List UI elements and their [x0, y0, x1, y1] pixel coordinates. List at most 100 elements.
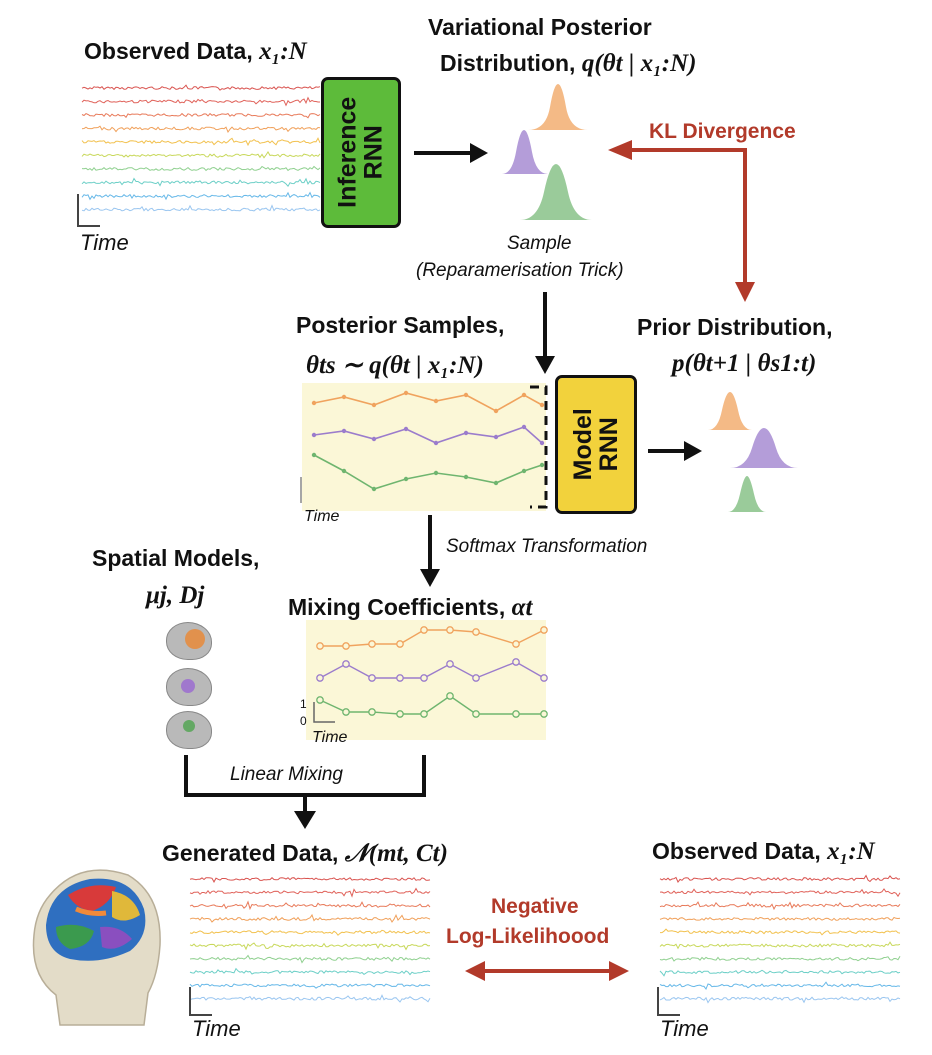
- mixing-point: [446, 626, 454, 634]
- posterior-sample-point: [521, 424, 527, 430]
- prior-distributions: [708, 392, 798, 512]
- mixing-line: [319, 695, 544, 715]
- sample-label: Sample: [507, 233, 572, 254]
- trace-line: [659, 996, 901, 1004]
- kl-divergence-label: KL Divergence: [649, 120, 796, 143]
- model-rnn-label: Model RNN: [568, 408, 623, 481]
- posterior-sample-point: [341, 394, 347, 400]
- posterior-sample-point: [311, 452, 317, 458]
- time-axis-corner-generated: [189, 987, 212, 1016]
- mixing-point: [420, 626, 428, 634]
- posterior-samples-panel: [302, 383, 546, 511]
- nll-label-line2: Log-Likelihoood: [446, 925, 610, 948]
- mixing-point: [342, 660, 350, 668]
- trace-line: [81, 96, 320, 107]
- inference-rnn-label: Inference RNN: [333, 96, 389, 209]
- mixing-coefficients-title: Mixing Coefficients, αt: [288, 594, 533, 621]
- posterior-sample-point: [403, 390, 409, 396]
- nll-double-arrow: [465, 961, 629, 981]
- mixing-point: [316, 696, 324, 704]
- posterior-sample-line: [313, 426, 543, 444]
- posterior-sample-point: [371, 436, 377, 442]
- mixing-point: [472, 674, 480, 682]
- posterior-sample-point: [463, 430, 469, 436]
- trace-line: [81, 112, 321, 119]
- mixing-point: [368, 708, 376, 716]
- posterior-sample-point: [521, 468, 527, 474]
- mixing-point: [342, 708, 350, 716]
- reparam-trick-label: (Reparamerisation Trick): [416, 260, 624, 281]
- mixing-point: [396, 710, 404, 718]
- posterior-sample-point: [403, 426, 409, 432]
- arrow-softmax-down: [420, 515, 440, 587]
- linear-mixing-bracket: [184, 755, 426, 829]
- mixing-point: [512, 710, 520, 718]
- nll-label-line1: Negative: [491, 895, 579, 918]
- time-label-bottom: Time: [660, 1016, 709, 1041]
- arrow-model-to-prior: [648, 441, 702, 461]
- mixing-point: [446, 660, 454, 668]
- variational-posterior-title-line2: Distribution, q(θt | x₁:N): [440, 50, 697, 77]
- trace-line: [189, 994, 431, 1003]
- trace-line: [659, 888, 901, 898]
- inference-rnn-box: Inference RNN: [321, 77, 401, 228]
- trace-line: [659, 874, 901, 883]
- mixing-point: [472, 628, 480, 636]
- brain-map-green: [166, 711, 212, 749]
- prior-distribution-title: Prior Distribution,: [637, 314, 833, 340]
- mixing-point: [316, 642, 324, 650]
- variational-posterior-title: Variational Posterior: [428, 14, 652, 40]
- linear-mixing-label: Linear Mixing: [230, 764, 343, 785]
- time-axis-corner-mixing: [313, 702, 335, 723]
- mixing-point: [316, 674, 324, 682]
- posterior-sample-point: [493, 408, 499, 414]
- trace-line: [81, 177, 321, 188]
- model-rnn-box: Model RNN: [555, 375, 637, 514]
- trace-line: [81, 125, 321, 134]
- mixing-line: [319, 661, 545, 679]
- observed-data-traces-bottom: [659, 874, 901, 1004]
- generated-data-symbol: 𝒩(mt, Ct): [344, 840, 448, 867]
- observed-data-traces-top: [81, 84, 321, 212]
- posterior-samples-symbol: θts ∼ q(θt | x₁:N): [306, 352, 484, 379]
- posterior-sample-point: [539, 440, 545, 446]
- posterior-sample-point: [403, 476, 409, 482]
- posterior-sample-point: [521, 392, 527, 398]
- observed-data-title-bottom: Observed Data, x₁:N: [652, 838, 875, 865]
- posterior-samples-plot: [311, 390, 545, 492]
- generated-data-traces: [189, 877, 431, 1003]
- posterior-sample-point: [493, 480, 499, 486]
- posterior-distributions: [502, 84, 592, 220]
- posterior-sample-point: [493, 434, 499, 440]
- trace-line: [659, 941, 901, 950]
- spatial-models-symbol: μj, Dj: [146, 582, 205, 609]
- observed-data-symbol-top: x₁:N: [259, 38, 307, 65]
- mixing-point: [420, 710, 428, 718]
- trace-line: [81, 191, 321, 201]
- mixing-point: [396, 674, 404, 682]
- mixing-coefficients-plot: [316, 626, 548, 718]
- prior-dist-green: [728, 476, 766, 512]
- trace-line: [81, 204, 321, 212]
- posterior-sample-line: [313, 392, 543, 412]
- trace-line: [189, 967, 431, 976]
- mixing-point: [512, 658, 520, 666]
- posterior-sample-point: [371, 402, 377, 408]
- trace-line: [659, 981, 901, 991]
- variational-posterior-symbol: q(θt | x₁:N): [581, 50, 697, 77]
- trace-line: [81, 165, 321, 172]
- time-label-posterior: Time: [304, 508, 340, 525]
- mixing-point: [342, 642, 350, 650]
- time-label-mixing: Time: [312, 729, 348, 746]
- posterior-dist-purple: [502, 130, 548, 174]
- mixing-point: [472, 710, 480, 718]
- prior-distribution-symbol: p(θt+1 | θs1:t): [672, 350, 817, 377]
- trace-line: [81, 137, 321, 147]
- mixing-point: [396, 640, 404, 648]
- posterior-sample-point: [463, 392, 469, 398]
- posterior-sample-point: [433, 440, 439, 446]
- posterior-sample-point: [341, 428, 347, 434]
- mixing-coefficients-symbol: αt: [511, 594, 533, 621]
- posterior-sample-point: [539, 402, 545, 408]
- posterior-sample-point: [433, 398, 439, 404]
